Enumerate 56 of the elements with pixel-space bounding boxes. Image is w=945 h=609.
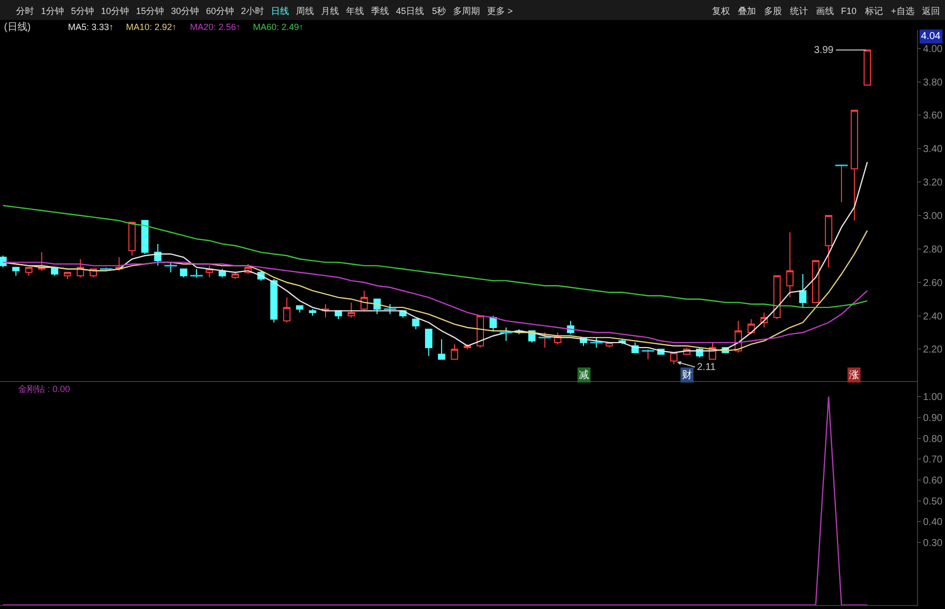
text: 年线: [346, 6, 364, 16]
annotation: 减: [579, 369, 589, 381]
y-tick-label: 0.80: [923, 434, 943, 445]
y-tick-label: 0.90: [923, 412, 943, 424]
text: 月线: [321, 6, 339, 16]
text: 画线: [816, 6, 834, 16]
annotation: 涨: [849, 369, 859, 381]
text: +自选: [891, 6, 914, 16]
y-tick-label: 2.40: [923, 311, 943, 322]
y-tick-label: 2.80: [923, 244, 943, 256]
y-tick-label: 3.20: [923, 178, 943, 189]
text: 季线: [371, 6, 389, 16]
text: 复权: [712, 6, 730, 16]
text: MA60: 2.49↑: [253, 22, 304, 32]
text: 周线: [296, 6, 314, 16]
y-tick-label: 3.00: [923, 211, 943, 222]
text: 45日线: [396, 6, 424, 16]
y-tick-label: 0.50: [923, 496, 943, 508]
y-tick-label: 4.00: [923, 44, 943, 55]
text: 60分钟: [206, 6, 234, 16]
annotation: 3.99: [814, 45, 834, 56]
annotation: 财: [682, 369, 692, 381]
text: 日线: [271, 6, 289, 16]
text: MA20: 2.56↑: [190, 22, 241, 32]
text: 多周期: [453, 6, 480, 16]
y-tick-label: 2.60: [923, 278, 943, 289]
text: 分时: [16, 6, 34, 16]
chart-title: (日线): [4, 21, 31, 33]
text: 金刚钻 : 0.00: [18, 384, 70, 394]
text: 10分钟: [101, 6, 130, 16]
text: 5分钟: [71, 6, 94, 16]
text: 叠加: [738, 6, 756, 16]
text: 5秒: [432, 6, 446, 16]
text: 统计: [790, 6, 808, 16]
text: F10: [841, 6, 857, 16]
text: 15分钟: [136, 6, 164, 16]
text: MA10: 2.92↑: [126, 22, 177, 32]
text: 4.04: [921, 31, 941, 42]
y-tick-label: 0.30: [923, 538, 943, 549]
y-tick-label: 0.70: [923, 454, 943, 466]
text: 返回: [922, 6, 940, 16]
y-tick-label: 3.40: [923, 144, 943, 156]
y-tick-label: 1.00: [923, 392, 943, 404]
text: 1分钟: [41, 6, 64, 16]
text: MA5: 3.33↑: [68, 22, 114, 32]
text: 多股: [764, 6, 782, 16]
text: 标记: [864, 6, 883, 16]
y-tick-label: 0.60: [923, 475, 943, 486]
y-tick-label: 2.20: [923, 344, 943, 356]
y-tick-label: 3.80: [923, 77, 943, 88]
text: 2小时: [241, 6, 264, 16]
y-tick-label: 0.40: [923, 517, 943, 528]
text: 30分钟: [171, 6, 200, 16]
text: 更多 >: [487, 6, 513, 16]
y-tick-label: 3.60: [923, 110, 943, 122]
annotation: 2.11: [697, 362, 716, 373]
